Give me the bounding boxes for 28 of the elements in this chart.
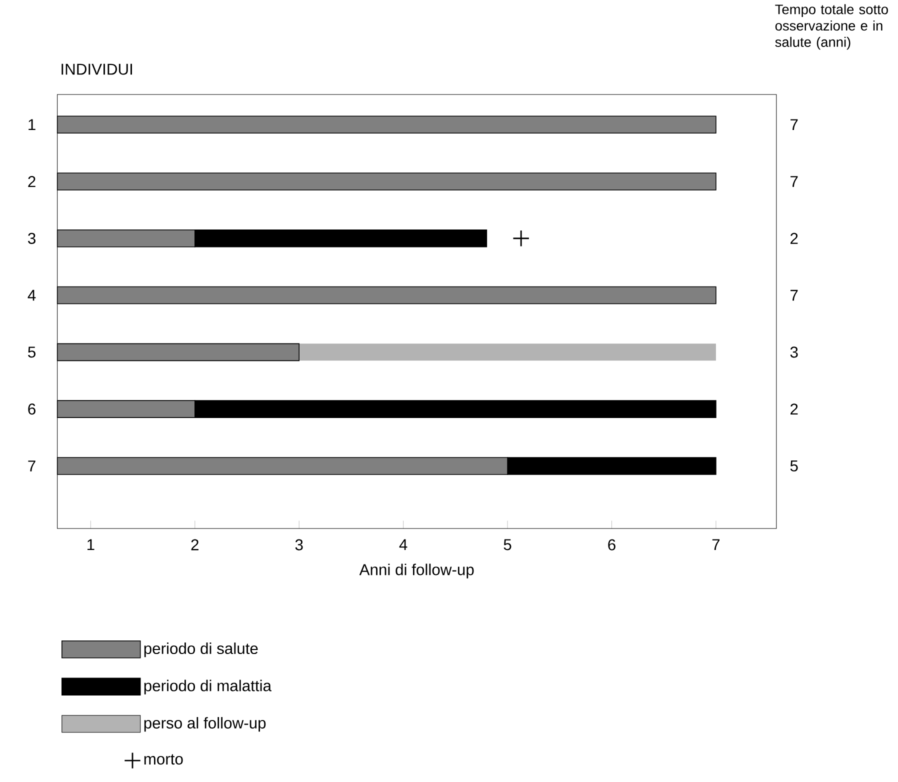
y2-axis-title: Tempo totale sotto osservazione e in salute (anni): [775, 4, 888, 50]
x-tick-label: 1: [87, 540, 94, 550]
x-axis-title: Anni di follow-up: [359, 564, 474, 579]
legend-label: morto: [144, 754, 183, 765]
y-tick-label: 2: [28, 176, 36, 188]
y-tick-label: 7: [28, 460, 36, 472]
data-label: 5: [790, 460, 798, 472]
legend-label: periodo di salute: [144, 642, 258, 658]
data-label: 2: [790, 404, 798, 415]
y-axis-title: INDIVIDUI: [62, 64, 132, 75]
y-tick-label: 3: [28, 233, 36, 244]
y-tick-label: 1: [28, 119, 36, 130]
legend-label: perso al follow-up: [144, 717, 266, 732]
x-tick-label: 7: [712, 540, 720, 550]
data-label: 2: [790, 233, 798, 244]
x-tick-label: 2: [191, 539, 198, 550]
data-label: 7: [790, 290, 798, 301]
x-tick-label: 6: [608, 539, 616, 551]
data-label: 3: [790, 346, 798, 358]
y-tick-label: 4: [28, 290, 36, 301]
legend-label: periodo di malattia: [144, 680, 272, 695]
data-label: 7: [790, 119, 798, 130]
data-label: 7: [790, 176, 798, 188]
x-tick-label: 4: [399, 540, 408, 550]
x-tick-label: 3: [295, 539, 303, 551]
y-tick-label: 5: [28, 346, 36, 358]
x-tick-label: 5: [504, 540, 512, 550]
y-tick-label: 6: [28, 404, 36, 415]
